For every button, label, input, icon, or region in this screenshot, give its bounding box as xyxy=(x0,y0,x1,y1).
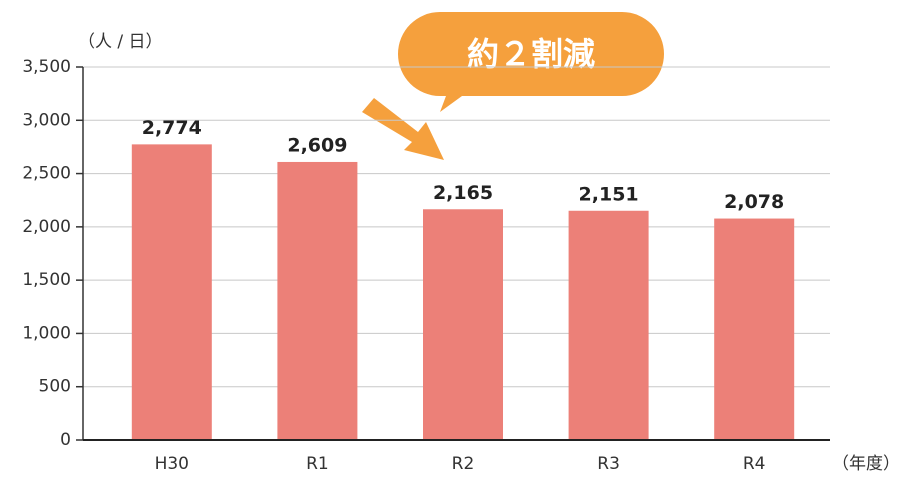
y-axis-label: （人 / 日） xyxy=(78,32,163,52)
data-label: 2,078 xyxy=(724,191,784,213)
bar xyxy=(423,209,503,440)
y-tick-label: 2,500 xyxy=(22,164,71,184)
x-tick-label: H30 xyxy=(155,454,189,474)
y-tick-label: 3,500 xyxy=(22,57,71,77)
y-tick-label: 500 xyxy=(39,377,71,397)
data-label: 2,609 xyxy=(287,134,347,156)
y-tick-label: 2,000 xyxy=(22,217,71,237)
arrow xyxy=(362,98,444,160)
bar xyxy=(131,144,212,440)
bar xyxy=(277,161,358,440)
y-tick-label: 3,000 xyxy=(22,110,71,130)
x-tick-label: R3 xyxy=(597,454,620,474)
callout-bubble xyxy=(398,12,664,112)
bar xyxy=(714,218,795,440)
y-tick-label: 0 xyxy=(60,430,71,450)
x-tick-label: R4 xyxy=(743,454,766,474)
annotation: 約２割減 xyxy=(362,12,664,160)
x-tick-label: R1 xyxy=(306,454,329,474)
x-tick-label: R2 xyxy=(452,454,475,474)
x-axis-label: （年度） xyxy=(832,454,900,474)
data-label: 2,774 xyxy=(142,117,202,139)
bar xyxy=(568,210,649,440)
data-label: 2,151 xyxy=(579,183,639,205)
y-tick-label: 1,000 xyxy=(22,323,71,343)
y-tick-label: 1,500 xyxy=(22,270,71,290)
data-label: 2,165 xyxy=(433,182,493,204)
